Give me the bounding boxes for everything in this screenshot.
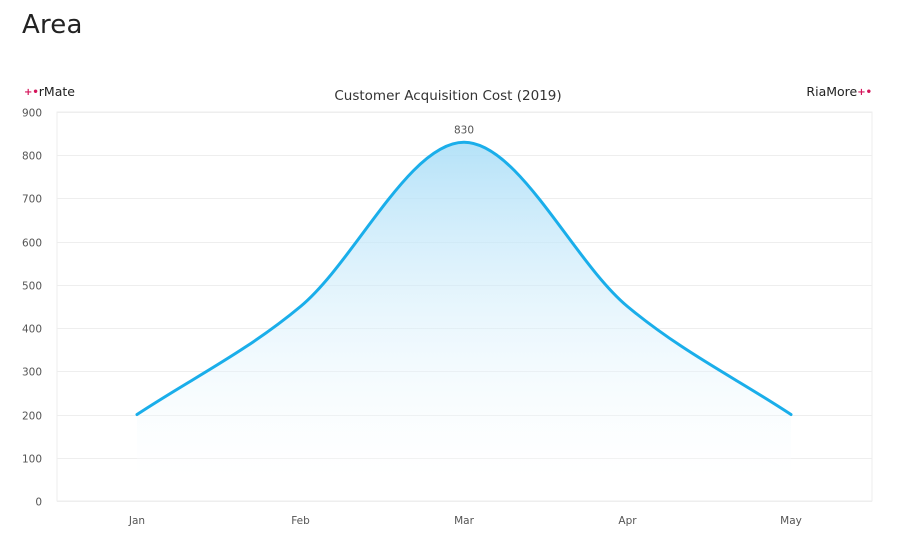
series-layer [135,140,793,479]
y-tick-label: 600 [22,238,42,250]
chart-title: Customer Acquisition Cost (2019) [334,88,561,104]
y-tick-label: 200 [22,411,42,423]
y-tick-label: 300 [22,367,42,379]
y-tick-label: 400 [22,324,42,336]
area-fill [137,142,791,479]
x-tick-label: Apr [618,515,637,527]
y-tick-label: 700 [22,194,42,206]
data-label: 830 [454,124,474,136]
brand-right: RiaMore +• [806,84,872,99]
y-tick-label: 900 [22,108,42,120]
y-tick-label: 100 [22,454,42,466]
axis-layer: 0 100 200 300 400 500 600 700 800 900 Jan Feb Mar Apr… [22,108,802,528]
x-tick-label: Jan [128,515,145,527]
x-tick-label: Mar [454,515,474,527]
page-title: Area [22,10,83,40]
x-tick-label: Feb [291,515,310,527]
y-tick-label: 800 [22,151,42,163]
brand-mark-icon: +• [857,87,872,98]
brand-left-label: rMate [38,84,75,99]
label-layer: 830 [454,124,474,136]
brand-left: +• rMate [24,84,75,99]
brand-mark-icon: +• [24,87,39,98]
y-tick-label: 0 [35,497,42,509]
brand-right-label: RiaMore [806,84,858,99]
x-tick-label: May [780,515,802,527]
area-line [135,140,793,417]
y-tick-label: 500 [22,281,42,293]
